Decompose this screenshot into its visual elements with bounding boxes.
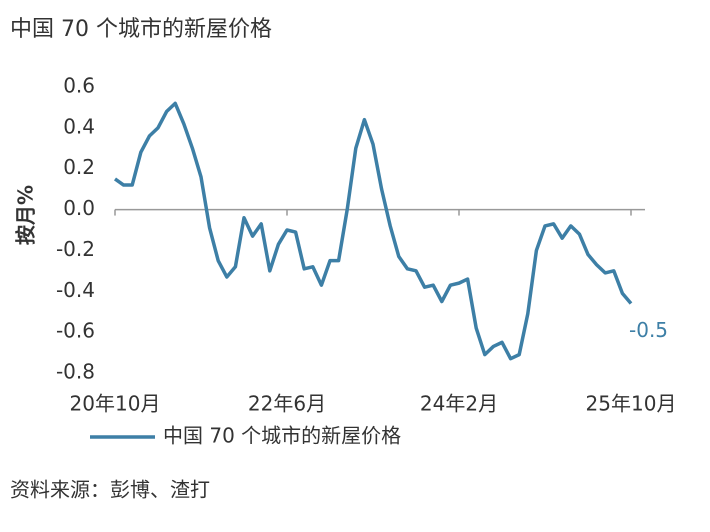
- chart-title: 中国 70 个城市的新屋价格: [10, 17, 272, 42]
- source: 资料来源：彭博、渣打: [10, 478, 210, 502]
- y-axis-label: 按月%: [14, 185, 38, 245]
- y-tick-label: -0.4: [56, 278, 95, 302]
- x-tick-label: 22年6月: [248, 392, 326, 416]
- y-tick-label: -0.2: [56, 237, 95, 261]
- y-tick-label: 0.2: [63, 155, 95, 179]
- y-tick-label: 0.0: [63, 196, 95, 220]
- x-tick-label: 25年10月: [586, 392, 677, 416]
- value-label: -0.5: [629, 318, 668, 342]
- y-tick-label: 0.4: [63, 114, 95, 138]
- legend-label: 中国 70 个城市的新屋价格: [163, 424, 401, 448]
- y-tick-label: 0.6: [63, 74, 95, 98]
- y-tick-label: -0.6: [56, 319, 95, 343]
- x-tick-label: 24年2月: [420, 392, 498, 416]
- x-tick-label: 20年10月: [70, 392, 161, 416]
- y-tick-label: -0.8: [56, 360, 95, 384]
- line-series: [113, 101, 633, 361]
